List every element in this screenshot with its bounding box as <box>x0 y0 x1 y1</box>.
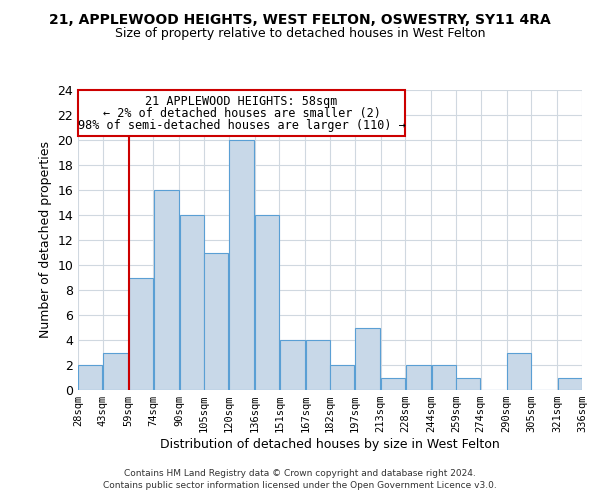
Bar <box>180 215 204 390</box>
Bar <box>330 365 355 390</box>
Text: Size of property relative to detached houses in West Felton: Size of property relative to detached ho… <box>115 28 485 40</box>
Bar <box>306 340 330 390</box>
X-axis label: Distribution of detached houses by size in West Felton: Distribution of detached houses by size … <box>160 438 500 451</box>
Bar <box>507 352 531 390</box>
Text: 21, APPLEWOOD HEIGHTS, WEST FELTON, OSWESTRY, SY11 4RA: 21, APPLEWOOD HEIGHTS, WEST FELTON, OSWE… <box>49 12 551 26</box>
Bar <box>154 190 179 390</box>
Bar <box>381 378 405 390</box>
Text: 98% of semi-detached houses are larger (110) →: 98% of semi-detached houses are larger (… <box>78 118 406 132</box>
Text: Contains public sector information licensed under the Open Government Licence v3: Contains public sector information licen… <box>103 481 497 490</box>
Text: Contains HM Land Registry data © Crown copyright and database right 2024.: Contains HM Land Registry data © Crown c… <box>124 468 476 477</box>
Bar <box>355 328 380 390</box>
Bar <box>204 252 229 390</box>
Bar <box>558 378 582 390</box>
Text: ← 2% of detached houses are smaller (2): ← 2% of detached houses are smaller (2) <box>103 107 380 120</box>
Bar <box>78 365 103 390</box>
Bar <box>406 365 431 390</box>
FancyBboxPatch shape <box>78 90 405 136</box>
Bar <box>255 215 279 390</box>
Bar <box>456 378 481 390</box>
Bar <box>432 365 456 390</box>
Bar <box>129 278 153 390</box>
Y-axis label: Number of detached properties: Number of detached properties <box>39 142 52 338</box>
Bar <box>229 140 254 390</box>
Text: 21 APPLEWOOD HEIGHTS: 58sqm: 21 APPLEWOOD HEIGHTS: 58sqm <box>145 95 338 108</box>
Bar <box>103 352 128 390</box>
Bar <box>280 340 305 390</box>
